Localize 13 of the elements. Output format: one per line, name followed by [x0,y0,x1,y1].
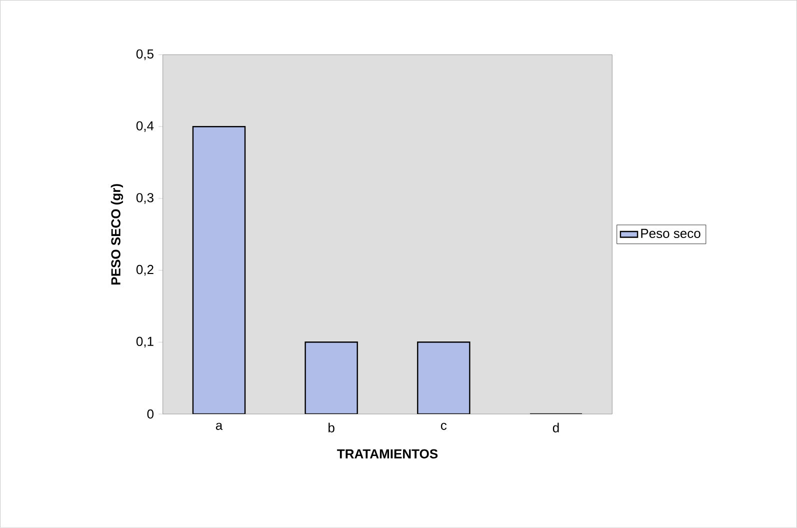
x-tick-label: c [440,422,447,430]
y-tick-label: 0,2 [136,265,154,276]
x-tick-label: a [216,422,223,430]
legend-label: Peso seco [641,229,700,238]
y-tick-label: 0,5 [136,49,154,60]
x-tick-label: d [552,422,559,432]
y-axis-title: PESO SECO (gr) [110,184,124,285]
x-axis-title: TRATAMIENTOS [337,449,438,459]
y-tick-label: 0,3 [136,193,154,204]
y-tick-label: 0 [147,409,154,419]
y-tick-label: 0,1 [136,336,154,348]
x-tick-label: b [328,422,334,432]
y-tick-label: 0,4 [136,121,154,132]
